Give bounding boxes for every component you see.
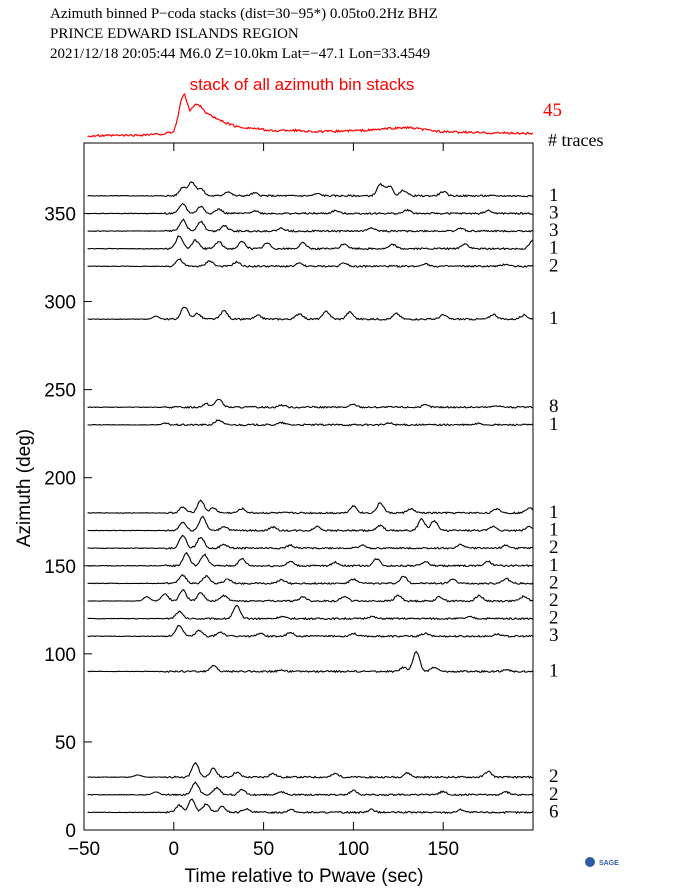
trace-line	[87, 650, 533, 674]
traces-header: # traces	[548, 130, 603, 150]
sage-logo-text: SAGE	[599, 860, 619, 867]
trace-count-label: 2	[549, 537, 559, 558]
trace-line	[87, 762, 533, 779]
trace-count-label: 8	[549, 396, 559, 417]
plot-frame	[83, 142, 534, 831]
sage-logo-mark	[585, 857, 595, 867]
stack-count: 45	[543, 100, 562, 121]
trace-line	[87, 419, 533, 427]
y-tick-label: 350	[44, 204, 76, 225]
trace-count-label: 3	[549, 202, 559, 223]
trace-line	[87, 798, 533, 815]
x-axis-label: Time relative to Pwave (sec)	[185, 866, 424, 887]
y-tick-label: 200	[44, 469, 76, 490]
trace-line	[87, 534, 533, 550]
y-tick-label: 150	[44, 557, 76, 578]
header-line-2: PRINCE EDWARD ISLANDS REGION	[50, 26, 299, 42]
trace-line	[87, 604, 533, 621]
x-axis-ticks: −50 0 50 100 150	[68, 143, 459, 860]
trace-count-label: 1	[549, 502, 559, 523]
trace-line	[87, 235, 534, 251]
trace-line	[87, 398, 533, 409]
y-tick-label: 100	[44, 645, 76, 666]
trace-line	[87, 573, 534, 586]
y-tick-label: 0	[65, 821, 76, 842]
header-line-3: 2021/12/18 20:05:44 M6.0 Z=10.0km Lat=−4…	[50, 46, 430, 62]
trace-line	[87, 218, 533, 233]
trace-line	[87, 306, 533, 321]
y-tick-label: 50	[55, 733, 76, 754]
trace-line	[87, 202, 533, 216]
trace-count-label: 3	[549, 220, 559, 241]
y-axis-ticks: 0 50 100 150 200 250 300 350	[44, 204, 92, 842]
trace-count-label: 2	[549, 590, 559, 611]
trace-line	[87, 258, 533, 268]
trace-count-label: 1	[549, 520, 559, 541]
trace-count-label: 2	[549, 572, 559, 593]
trace-line	[87, 588, 533, 603]
trace-count-label: 3	[549, 625, 559, 646]
trace-line	[87, 624, 533, 638]
trace-count-label: 2	[549, 766, 559, 787]
trace-count-label: 2	[549, 255, 559, 276]
y-tick-label: 250	[44, 381, 76, 402]
trace-line	[87, 499, 534, 515]
stack-trace-line	[87, 93, 534, 138]
x-tick-label: 150	[427, 839, 459, 860]
trace-line	[87, 515, 533, 533]
trace-count-label: 2	[549, 608, 559, 629]
x-tick-label: 50	[253, 839, 274, 860]
trace-count-label: 1	[549, 555, 559, 576]
trace-line	[87, 551, 533, 568]
trace-count-label: 6	[549, 801, 559, 822]
header-line-1: Azimuth binned P−coda stacks (dist=30−95…	[50, 6, 438, 22]
trace-count-label: 1	[549, 185, 559, 206]
stack-title: stack of all azimuth bin stacks	[190, 75, 415, 94]
trace-count-label: 1	[549, 414, 559, 435]
y-tick-label: 300	[44, 293, 76, 314]
trace-count-label: 1	[549, 660, 559, 681]
trace-count-label: 2	[549, 784, 559, 805]
y-axis-label: Azimuth (deg)	[14, 429, 35, 547]
trace-line	[87, 781, 534, 797]
x-tick-label: −50	[68, 839, 100, 860]
sage-logo: SAGE	[585, 857, 619, 867]
trace-group	[87, 181, 534, 815]
x-tick-label: 100	[338, 839, 370, 860]
trace-line	[87, 181, 533, 198]
trace-count-label: 1	[549, 308, 559, 329]
x-tick-label: 0	[169, 839, 180, 860]
trace-count-label: 1	[549, 238, 559, 259]
